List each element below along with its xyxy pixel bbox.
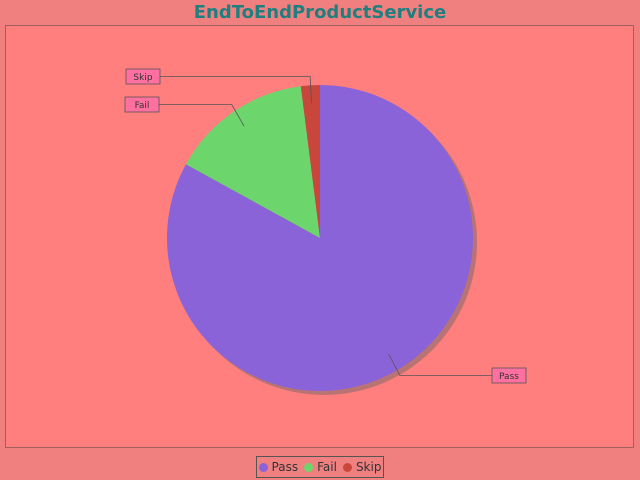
legend-swatch-fail — [304, 462, 314, 472]
label-leader-fail — [159, 104, 245, 127]
slice-label-pass: Pass — [499, 372, 519, 382]
legend-item-fail: Fail — [304, 460, 337, 474]
legend: Pass Fail Skip — [256, 456, 384, 478]
legend-label-fail: Fail — [317, 460, 337, 474]
chart-title: EndToEndProductService — [193, 2, 447, 23]
legend-label-skip: Skip — [355, 460, 382, 474]
legend-item-skip: Skip — [342, 460, 382, 474]
legend-item-pass: Pass — [258, 460, 299, 474]
label-leader-skip — [160, 76, 312, 104]
slice-label-fail: Fail — [135, 101, 150, 111]
legend-label-pass: Pass — [271, 460, 299, 474]
label-box-fail — [124, 96, 160, 113]
pie-slice-skip — [300, 85, 320, 238]
label-box-skip — [125, 68, 161, 85]
pie-slice-fail — [185, 86, 320, 238]
label-leader-pass — [388, 354, 492, 376]
legend-swatch-pass — [258, 462, 268, 472]
label-box-pass — [491, 367, 527, 384]
legend-swatch-skip — [342, 462, 352, 472]
slice-label-skip: Skip — [133, 73, 152, 83]
